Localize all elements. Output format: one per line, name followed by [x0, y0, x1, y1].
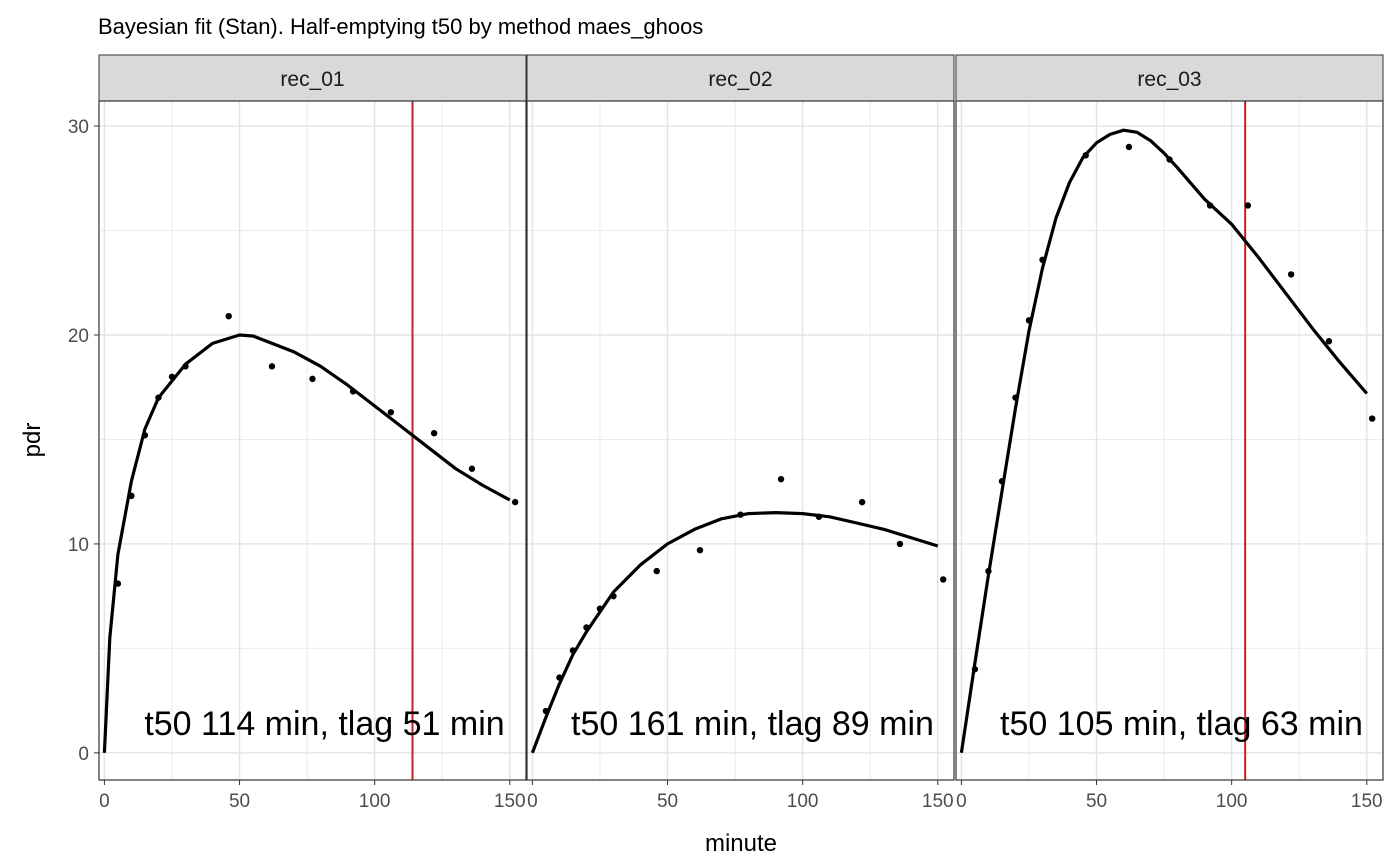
x-tick-label: 100 [787, 791, 819, 812]
panel-background [99, 101, 526, 780]
data-point [268, 363, 276, 370]
chart-title: Bayesian fit (Stan). Half-emptying t50 b… [98, 14, 703, 39]
data-point [141, 432, 149, 439]
data-point [182, 363, 189, 370]
data-point [1287, 271, 1295, 278]
data-point [225, 312, 232, 320]
data-point [737, 511, 744, 518]
panel-annotation: t50 105 min, tlag 63 min [1000, 705, 1363, 743]
facet-strip [955, 54, 1384, 102]
data-point [1368, 415, 1376, 422]
panel-border [526, 100, 955, 781]
facet-strip [526, 54, 955, 102]
y-tick-label: 30 [68, 117, 89, 138]
data-point [610, 592, 617, 600]
facet-panel-rec_03: rec_03 t50 105 min, tlag 63 min 0 50 100 150 [955, 54, 1384, 812]
facet-panels: 0 10 20 30 rec_01 t50 114 min, tlag 51 min 0 50… [68, 54, 1384, 812]
data-point [1082, 152, 1089, 159]
data-point [971, 666, 979, 673]
x-tick-label: 0 [527, 791, 538, 812]
data-point [815, 513, 823, 520]
x-tick-label: 100 [1216, 791, 1248, 812]
data-point [1206, 202, 1214, 209]
data-point [998, 478, 1006, 485]
x-tick-label: 50 [657, 791, 678, 812]
data-point [1012, 394, 1019, 401]
data-point [569, 647, 577, 654]
data-point [468, 465, 476, 472]
data-point [1125, 143, 1133, 151]
data-point [696, 546, 704, 554]
fit-curve [959, 128, 1369, 754]
data-point [114, 580, 122, 587]
facet-strip-label: rec_03 [1137, 68, 1201, 91]
data-point [653, 567, 660, 575]
data-point [128, 492, 135, 500]
panel-background [956, 101, 1383, 780]
data-point [542, 707, 550, 715]
data-point [556, 674, 563, 681]
x-tick-label: 0 [99, 791, 110, 812]
data-point [896, 540, 904, 548]
data-point [387, 409, 395, 416]
data-point [1039, 256, 1046, 263]
data-point [1025, 317, 1033, 324]
x-tick-label: 150 [922, 791, 954, 812]
data-point [349, 388, 357, 395]
panel-border [955, 100, 1384, 781]
y-tick-label: 0 [78, 744, 89, 765]
data-point [1166, 156, 1173, 163]
facet-strip [98, 54, 527, 102]
data-point [511, 498, 519, 506]
panel-annotation: t50 161 min, tlag 89 min [571, 705, 934, 743]
fit-curve [530, 511, 939, 754]
y-axis-title: pdr [19, 423, 46, 458]
data-point [168, 373, 176, 380]
x-axis-title: minute [705, 830, 777, 857]
data-point [430, 429, 438, 437]
data-point [777, 475, 785, 483]
x-tick-label: 100 [359, 791, 391, 812]
panel-annotation: t50 114 min, tlag 51 min [144, 705, 504, 743]
facet-strip-label: rec_01 [280, 68, 344, 91]
data-point [309, 375, 316, 383]
data-point [858, 498, 866, 506]
fit-curve [102, 333, 511, 753]
facet-panel-rec_01: rec_01 t50 114 min, tlag 51 min 0 50 100 150 [98, 54, 527, 812]
data-point [939, 576, 947, 583]
x-tick-label: 50 [1086, 791, 1107, 812]
facet-panel-rec_02: rec_02 t50 161 min, tlag 89 min 0 50 100 150 [526, 54, 969, 812]
data-point [985, 567, 992, 575]
y-tick-label: 20 [68, 326, 89, 347]
x-tick-label: 0 [956, 791, 967, 812]
x-tick-label: 150 [1351, 791, 1383, 812]
facet-strip-label: rec_02 [708, 68, 772, 91]
data-point [596, 605, 604, 612]
x-tick-label: 150 [494, 791, 526, 812]
y-tick-label: 10 [68, 535, 89, 556]
data-point [155, 394, 162, 401]
data-point [583, 624, 590, 631]
panel-border [98, 100, 527, 781]
panel-background [527, 101, 954, 780]
x-tick-label: 50 [229, 791, 250, 812]
data-point [1325, 338, 1333, 345]
data-point [1244, 202, 1252, 209]
